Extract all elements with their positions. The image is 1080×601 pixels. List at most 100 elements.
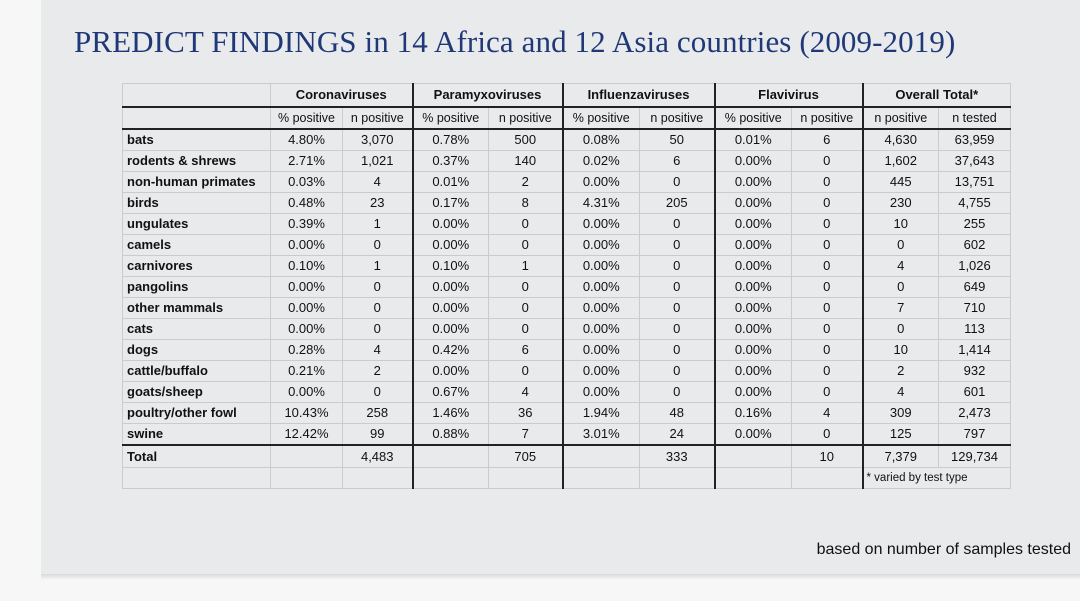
table-row: birds 0.48% 23 0.17% 8 4.31% 205 0.00% 0 230 4,755 bbox=[122, 192, 1011, 214]
value-cell: 7,379 bbox=[861, 444, 939, 468]
value-cell: 0 bbox=[488, 360, 564, 382]
value-cell: 4 bbox=[861, 255, 939, 277]
value-cell: 7 bbox=[861, 297, 939, 319]
row-label: birds bbox=[122, 192, 271, 214]
value-cell: 0 bbox=[791, 339, 864, 361]
value-cell: 0.21% bbox=[270, 360, 343, 382]
value-cell: 0.28% bbox=[270, 339, 343, 361]
value-cell: 2 bbox=[342, 360, 414, 382]
subheader-cell: % positive bbox=[561, 106, 640, 130]
value-cell: 0.00% bbox=[561, 213, 640, 235]
value-cell: 0.37% bbox=[411, 150, 489, 172]
value-cell: 0 bbox=[488, 297, 564, 319]
subheader-cell: n tested bbox=[938, 106, 1011, 130]
value-cell: 0.78% bbox=[411, 128, 489, 151]
group-header: Coronaviruses bbox=[270, 83, 414, 108]
value-cell: 1,602 bbox=[861, 150, 939, 172]
value-cell: 1,414 bbox=[938, 339, 1011, 361]
value-cell: 99 bbox=[342, 423, 414, 446]
value-cell: 0.00% bbox=[713, 171, 792, 193]
value-cell: 0 bbox=[791, 423, 864, 446]
table-row: carnivores 0.10% 1 0.10% 1 0.00% 0 0.00% 0 4 1,026 bbox=[122, 255, 1011, 277]
value-cell: 113 bbox=[938, 318, 1011, 340]
value-cell: 2 bbox=[861, 360, 939, 382]
row-label: rodents & shrews bbox=[122, 150, 271, 172]
value-cell: 6 bbox=[639, 150, 716, 172]
value-cell: 0 bbox=[791, 192, 864, 214]
note-row: * varied by test type bbox=[122, 467, 1011, 489]
value-cell: 0 bbox=[488, 234, 564, 256]
value-cell: 4.80% bbox=[270, 128, 343, 151]
empty-cell bbox=[639, 467, 716, 489]
value-cell: 0 bbox=[639, 381, 716, 403]
value-cell: 10 bbox=[791, 444, 864, 468]
empty-label-cell bbox=[122, 106, 271, 130]
value-cell: 0.00% bbox=[713, 339, 792, 361]
empty-cell bbox=[342, 467, 414, 489]
value-cell: 710 bbox=[938, 297, 1011, 319]
group-header-row: Coronaviruses Paramyxoviruses Influenzav… bbox=[122, 83, 1011, 108]
findings-table: Coronaviruses Paramyxoviruses Influenzav… bbox=[122, 83, 1011, 489]
value-cell: 0.00% bbox=[713, 318, 792, 340]
value-cell bbox=[270, 444, 343, 468]
value-cell: 4 bbox=[342, 339, 414, 361]
value-cell: 309 bbox=[861, 402, 939, 424]
table-row: ungulates 0.39% 1 0.00% 0 0.00% 0 0.00% 0 10 255 bbox=[122, 213, 1011, 235]
table-row: poultry/other fowl 10.43% 258 1.46% 36 1.94% 4… bbox=[122, 402, 1011, 424]
value-cell: 0 bbox=[791, 297, 864, 319]
value-cell: 1 bbox=[488, 255, 564, 277]
value-cell: 0.00% bbox=[561, 255, 640, 277]
row-label: bats bbox=[122, 128, 271, 151]
group-header: Overall Total* bbox=[861, 83, 1011, 108]
row-label: ungulates bbox=[122, 213, 271, 235]
value-cell: 0 bbox=[342, 297, 414, 319]
value-cell: 4 bbox=[342, 171, 414, 193]
table-row: other mammals 0.00% 0 0.00% 0 0.00% 0 0.00% 0 7 71… bbox=[122, 297, 1011, 319]
value-cell: 797 bbox=[938, 423, 1011, 446]
row-label: goats/sheep bbox=[122, 381, 271, 403]
value-cell: 0.88% bbox=[411, 423, 489, 446]
value-cell: 10.43% bbox=[270, 402, 343, 424]
value-cell: 4 bbox=[861, 381, 939, 403]
row-label: cats bbox=[122, 318, 271, 340]
table-row: bats 4.80% 3,070 0.78% 500 0.08% 50 0.01% 6 4,630… bbox=[122, 128, 1011, 151]
value-cell: 6 bbox=[791, 128, 864, 151]
subheader-cell: n positive bbox=[639, 106, 716, 130]
value-cell: 0.00% bbox=[561, 339, 640, 361]
subheader-cell: % positive bbox=[411, 106, 489, 130]
value-cell: 0.17% bbox=[411, 192, 489, 214]
value-cell bbox=[713, 444, 792, 468]
value-cell: 0 bbox=[791, 150, 864, 172]
value-cell: 649 bbox=[938, 276, 1011, 298]
empty-cell bbox=[411, 467, 489, 489]
empty-cell bbox=[270, 467, 343, 489]
value-cell: 13,751 bbox=[938, 171, 1011, 193]
value-cell: 500 bbox=[488, 128, 564, 151]
empty-cell bbox=[122, 467, 271, 489]
group-header: Paramyxoviruses bbox=[411, 83, 564, 108]
value-cell: 0.00% bbox=[411, 276, 489, 298]
value-cell: 0.00% bbox=[713, 234, 792, 256]
value-cell: 0.00% bbox=[270, 318, 343, 340]
value-cell: 0 bbox=[861, 318, 939, 340]
value-cell: 0.01% bbox=[713, 128, 792, 151]
value-cell: 2 bbox=[488, 171, 564, 193]
value-cell: 0.00% bbox=[713, 381, 792, 403]
value-cell: 37,643 bbox=[938, 150, 1011, 172]
group-header: Influenzaviruses bbox=[561, 83, 716, 108]
value-cell: 4,755 bbox=[938, 192, 1011, 214]
subheader-cell: n positive bbox=[488, 106, 564, 130]
row-label: poultry/other fowl bbox=[122, 402, 271, 424]
value-cell bbox=[411, 444, 489, 468]
row-label: camels bbox=[122, 234, 271, 256]
value-cell: 1.46% bbox=[411, 402, 489, 424]
value-cell: 0.42% bbox=[411, 339, 489, 361]
value-cell: 205 bbox=[639, 192, 716, 214]
value-cell: 0.02% bbox=[561, 150, 640, 172]
value-cell: 0.10% bbox=[411, 255, 489, 277]
value-cell: 0 bbox=[488, 276, 564, 298]
value-cell: 4,483 bbox=[342, 444, 414, 468]
value-cell: 0.00% bbox=[270, 234, 343, 256]
value-cell: 0 bbox=[791, 276, 864, 298]
value-cell: 125 bbox=[861, 423, 939, 446]
